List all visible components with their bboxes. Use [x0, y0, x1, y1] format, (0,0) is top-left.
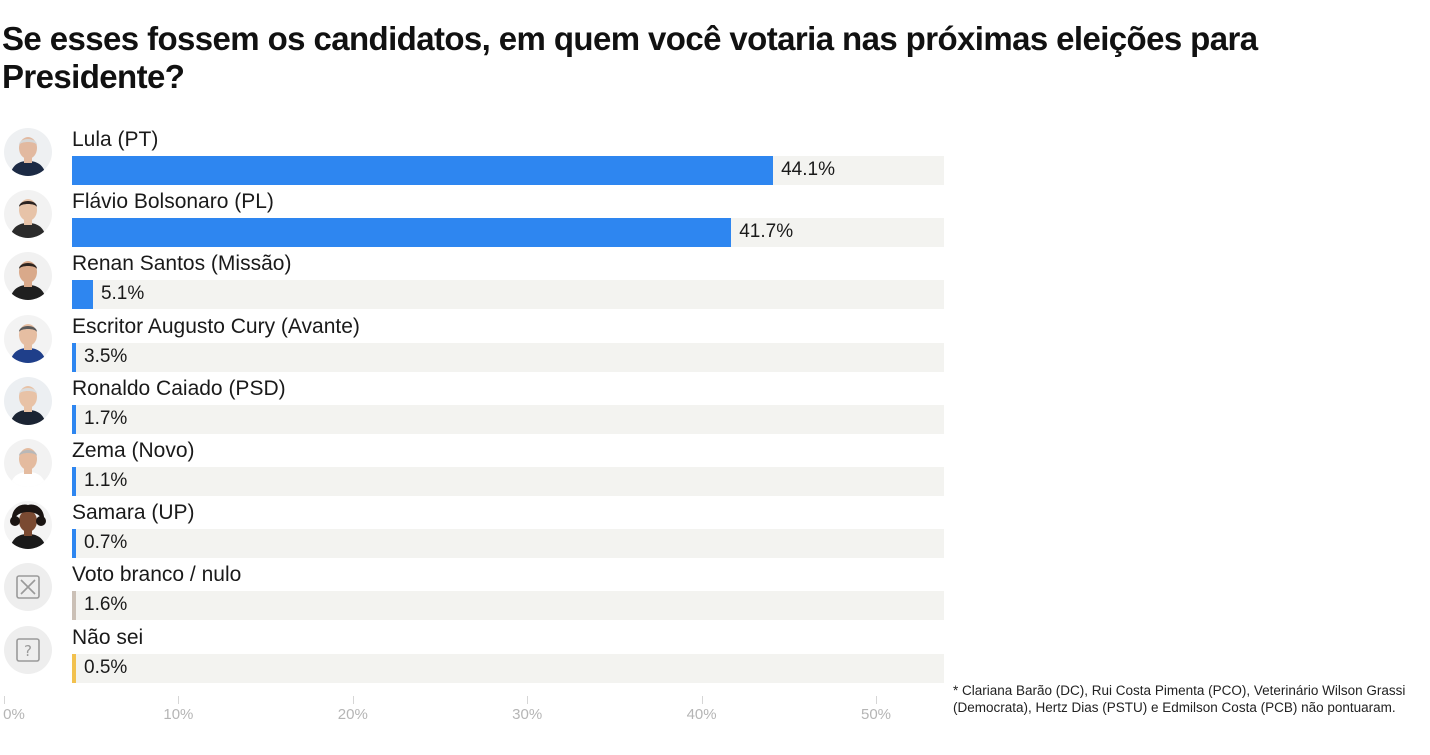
category-label: Flávio Bolsonaro (PL) — [72, 190, 274, 214]
value-label: 0.7% — [84, 532, 128, 554]
chart-row: Flávio Bolsonaro (PL) 41.7% — [0, 182, 950, 248]
category-label: Zema (Novo) — [72, 439, 195, 462]
bar — [72, 591, 76, 621]
bar-chart: Lula (PT) 44.1% Flávio Bolsonaro (PL) 41.7%… — [0, 120, 950, 755]
bar — [72, 342, 76, 372]
chart-row: Zema (Novo) 1.1% — [0, 431, 950, 496]
x-tick — [876, 696, 877, 704]
category-label: Lula (PT) — [72, 128, 159, 151]
candidate-avatar — [4, 190, 52, 239]
value-label: 1.6% — [84, 594, 128, 616]
chart-row: ? Não sei 0.5% — [0, 618, 950, 683]
bar-track — [72, 529, 944, 559]
candidate-avatar — [4, 501, 52, 550]
x-axis: 0% 10% 20% 30% 40% 50% — [0, 690, 950, 730]
chart-row: Renan Santos (Missão) 5.1% — [0, 244, 950, 310]
bar — [72, 653, 76, 683]
value-label: 3.5% — [84, 345, 128, 367]
bar — [72, 529, 76, 559]
x-tick-label: 50% — [860, 706, 892, 723]
svg-text:?: ? — [24, 642, 32, 660]
x-tick — [352, 696, 354, 704]
x-tick-label: 40% — [686, 706, 717, 723]
x-tick-label: 20% — [337, 706, 368, 723]
value-label: 41.7% — [739, 221, 794, 243]
bar-track — [72, 467, 944, 496]
category-label: Escritor Augusto Cury (Avante) — [72, 314, 360, 338]
candidate-avatar — [4, 252, 52, 301]
chart-row: Lula (PT) 44.1% — [0, 120, 950, 185]
footnote: * Clariana Barão (DC), Rui Costa Pimenta… — [953, 683, 1406, 715]
bar-track — [72, 280, 944, 310]
value-label: 44.1% — [781, 159, 835, 180]
bar-track — [72, 156, 944, 185]
x-tick — [527, 696, 529, 704]
value-label: 1.7% — [84, 407, 128, 429]
candidate-avatar — [4, 439, 52, 487]
question-box-icon: ? — [4, 625, 52, 674]
bar — [72, 467, 76, 496]
bar-track — [72, 218, 944, 248]
bar-track — [72, 342, 944, 372]
value-label: 1.1% — [84, 470, 128, 491]
bar — [72, 218, 732, 248]
category-label: Samara (UP) — [72, 501, 195, 525]
chart-row: Samara (UP) 0.7% — [0, 493, 950, 559]
chart-row: Escritor Augusto Cury (Avante) 3.5% — [0, 307, 950, 372]
x-tick — [701, 696, 703, 704]
candidate-avatar — [4, 376, 52, 425]
bar — [72, 156, 774, 185]
bar-track — [72, 404, 944, 434]
bar-track — [72, 591, 944, 621]
value-label: 5.1% — [100, 283, 145, 305]
chart-title: Se esses fossem os candidatos, em quem v… — [2, 20, 1258, 95]
bar-track — [72, 653, 944, 683]
bar — [72, 404, 76, 434]
x-tick-label: 10% — [163, 706, 194, 723]
value-label: 0.5% — [84, 656, 128, 678]
x-tick — [178, 696, 180, 704]
category-label: Não sei — [72, 625, 144, 649]
x-tick-label: 0% — [3, 706, 25, 723]
candidate-avatar — [4, 314, 52, 363]
chart-row: Voto branco / nulo 1.6% — [0, 555, 950, 621]
candidate-avatar — [4, 128, 52, 176]
x-tick-label: 30% — [512, 706, 543, 723]
category-label: Renan Santos (Missão) — [72, 252, 292, 276]
chart-row: Ronaldo Caiado (PSD) 1.7% — [0, 369, 950, 434]
bar — [72, 280, 93, 310]
category-label: Voto branco / nulo — [72, 563, 242, 587]
x-box-icon — [4, 563, 52, 612]
category-label: Ronaldo Caiado (PSD) — [72, 376, 286, 400]
x-tick — [4, 696, 5, 704]
